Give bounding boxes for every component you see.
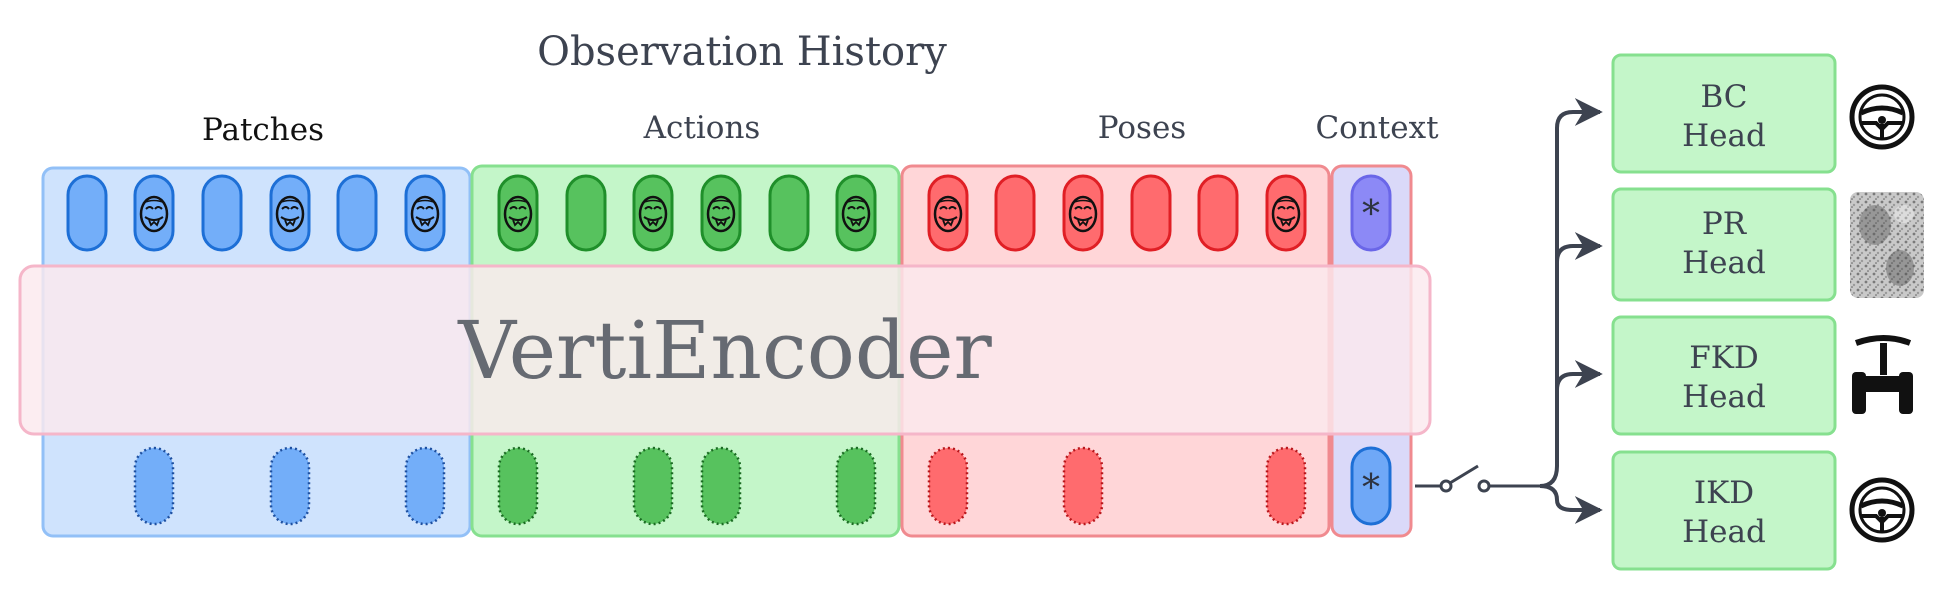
fkd-head: FKD Head — [1611, 315, 1837, 436]
pose-token-masked — [927, 174, 969, 252]
ikd-head: IKD Head — [1611, 450, 1837, 571]
ikd-head-subtitle: Head — [1682, 514, 1766, 550]
fkd-head-title: FKD — [1689, 340, 1759, 376]
pose-token-predicted — [1062, 446, 1104, 526]
action-tokens-top — [497, 174, 877, 252]
patch-token-masked — [269, 174, 311, 252]
pose-token — [994, 174, 1036, 252]
pose-token-predicted — [927, 446, 969, 526]
pose-token — [1130, 174, 1172, 252]
patch-token-predicted — [404, 446, 446, 526]
context-token-bottom — [1350, 446, 1392, 526]
bc-head: BC Head — [1611, 53, 1837, 174]
action-token-masked — [700, 174, 742, 252]
vertiencoder-block — [18, 264, 1432, 436]
bc-head-title: BC — [1700, 79, 1747, 115]
action-token — [565, 174, 607, 252]
action-token — [768, 174, 810, 252]
context-token-symbol: * — [1362, 194, 1380, 235]
actions-label: Actions — [643, 110, 761, 146]
patch-token — [201, 174, 243, 252]
patch-tokens-top — [66, 174, 446, 252]
action-token-masked — [835, 174, 877, 252]
action-token-predicted — [497, 446, 539, 526]
pose-token-masked — [1062, 174, 1104, 252]
bc-head-subtitle: Head — [1682, 118, 1766, 154]
context-token-symbol-bottom: * — [1362, 468, 1380, 509]
poses-label: Poses — [1098, 110, 1186, 146]
context-label: Context — [1315, 110, 1439, 146]
action-token-predicted — [835, 446, 877, 526]
terrain-patch-image — [1850, 192, 1924, 298]
action-token-masked — [632, 174, 674, 252]
switch-connector — [1415, 464, 1540, 493]
patch-token — [336, 174, 378, 252]
pose-token-predicted — [1265, 446, 1307, 526]
pose-tokens-top — [927, 174, 1307, 252]
patch-token-predicted — [133, 446, 175, 526]
patch-tokens-bottom — [133, 446, 446, 526]
patch-token-masked — [133, 174, 175, 252]
action-token-predicted — [700, 446, 742, 526]
steering-wheel-icon — [1852, 87, 1912, 147]
steering-wheel-icon — [1852, 480, 1912, 540]
context-token-top — [1350, 174, 1392, 252]
pr-head: PR Head — [1611, 187, 1837, 302]
fkd-head-subtitle: Head — [1682, 379, 1766, 415]
pose-token-masked — [1265, 174, 1307, 252]
vehicle-icon — [1852, 335, 1913, 414]
diagram-title: Observation History — [537, 29, 947, 75]
pose-token — [1197, 174, 1239, 252]
patch-token-masked — [404, 174, 446, 252]
patch-token — [66, 174, 108, 252]
patches-label: Patches — [202, 112, 324, 148]
head-arrows — [1539, 98, 1603, 524]
patch-token-predicted — [269, 446, 311, 526]
ikd-head-title: IKD — [1694, 475, 1754, 511]
action-token-predicted — [632, 446, 674, 526]
vertiencoder-label: VertiEncoder — [457, 304, 992, 397]
pr-head-title: PR — [1702, 206, 1748, 242]
action-tokens-bottom — [497, 446, 877, 526]
pose-tokens-bottom — [927, 446, 1307, 526]
pr-head-subtitle: Head — [1682, 245, 1766, 281]
action-token-masked — [497, 174, 539, 252]
